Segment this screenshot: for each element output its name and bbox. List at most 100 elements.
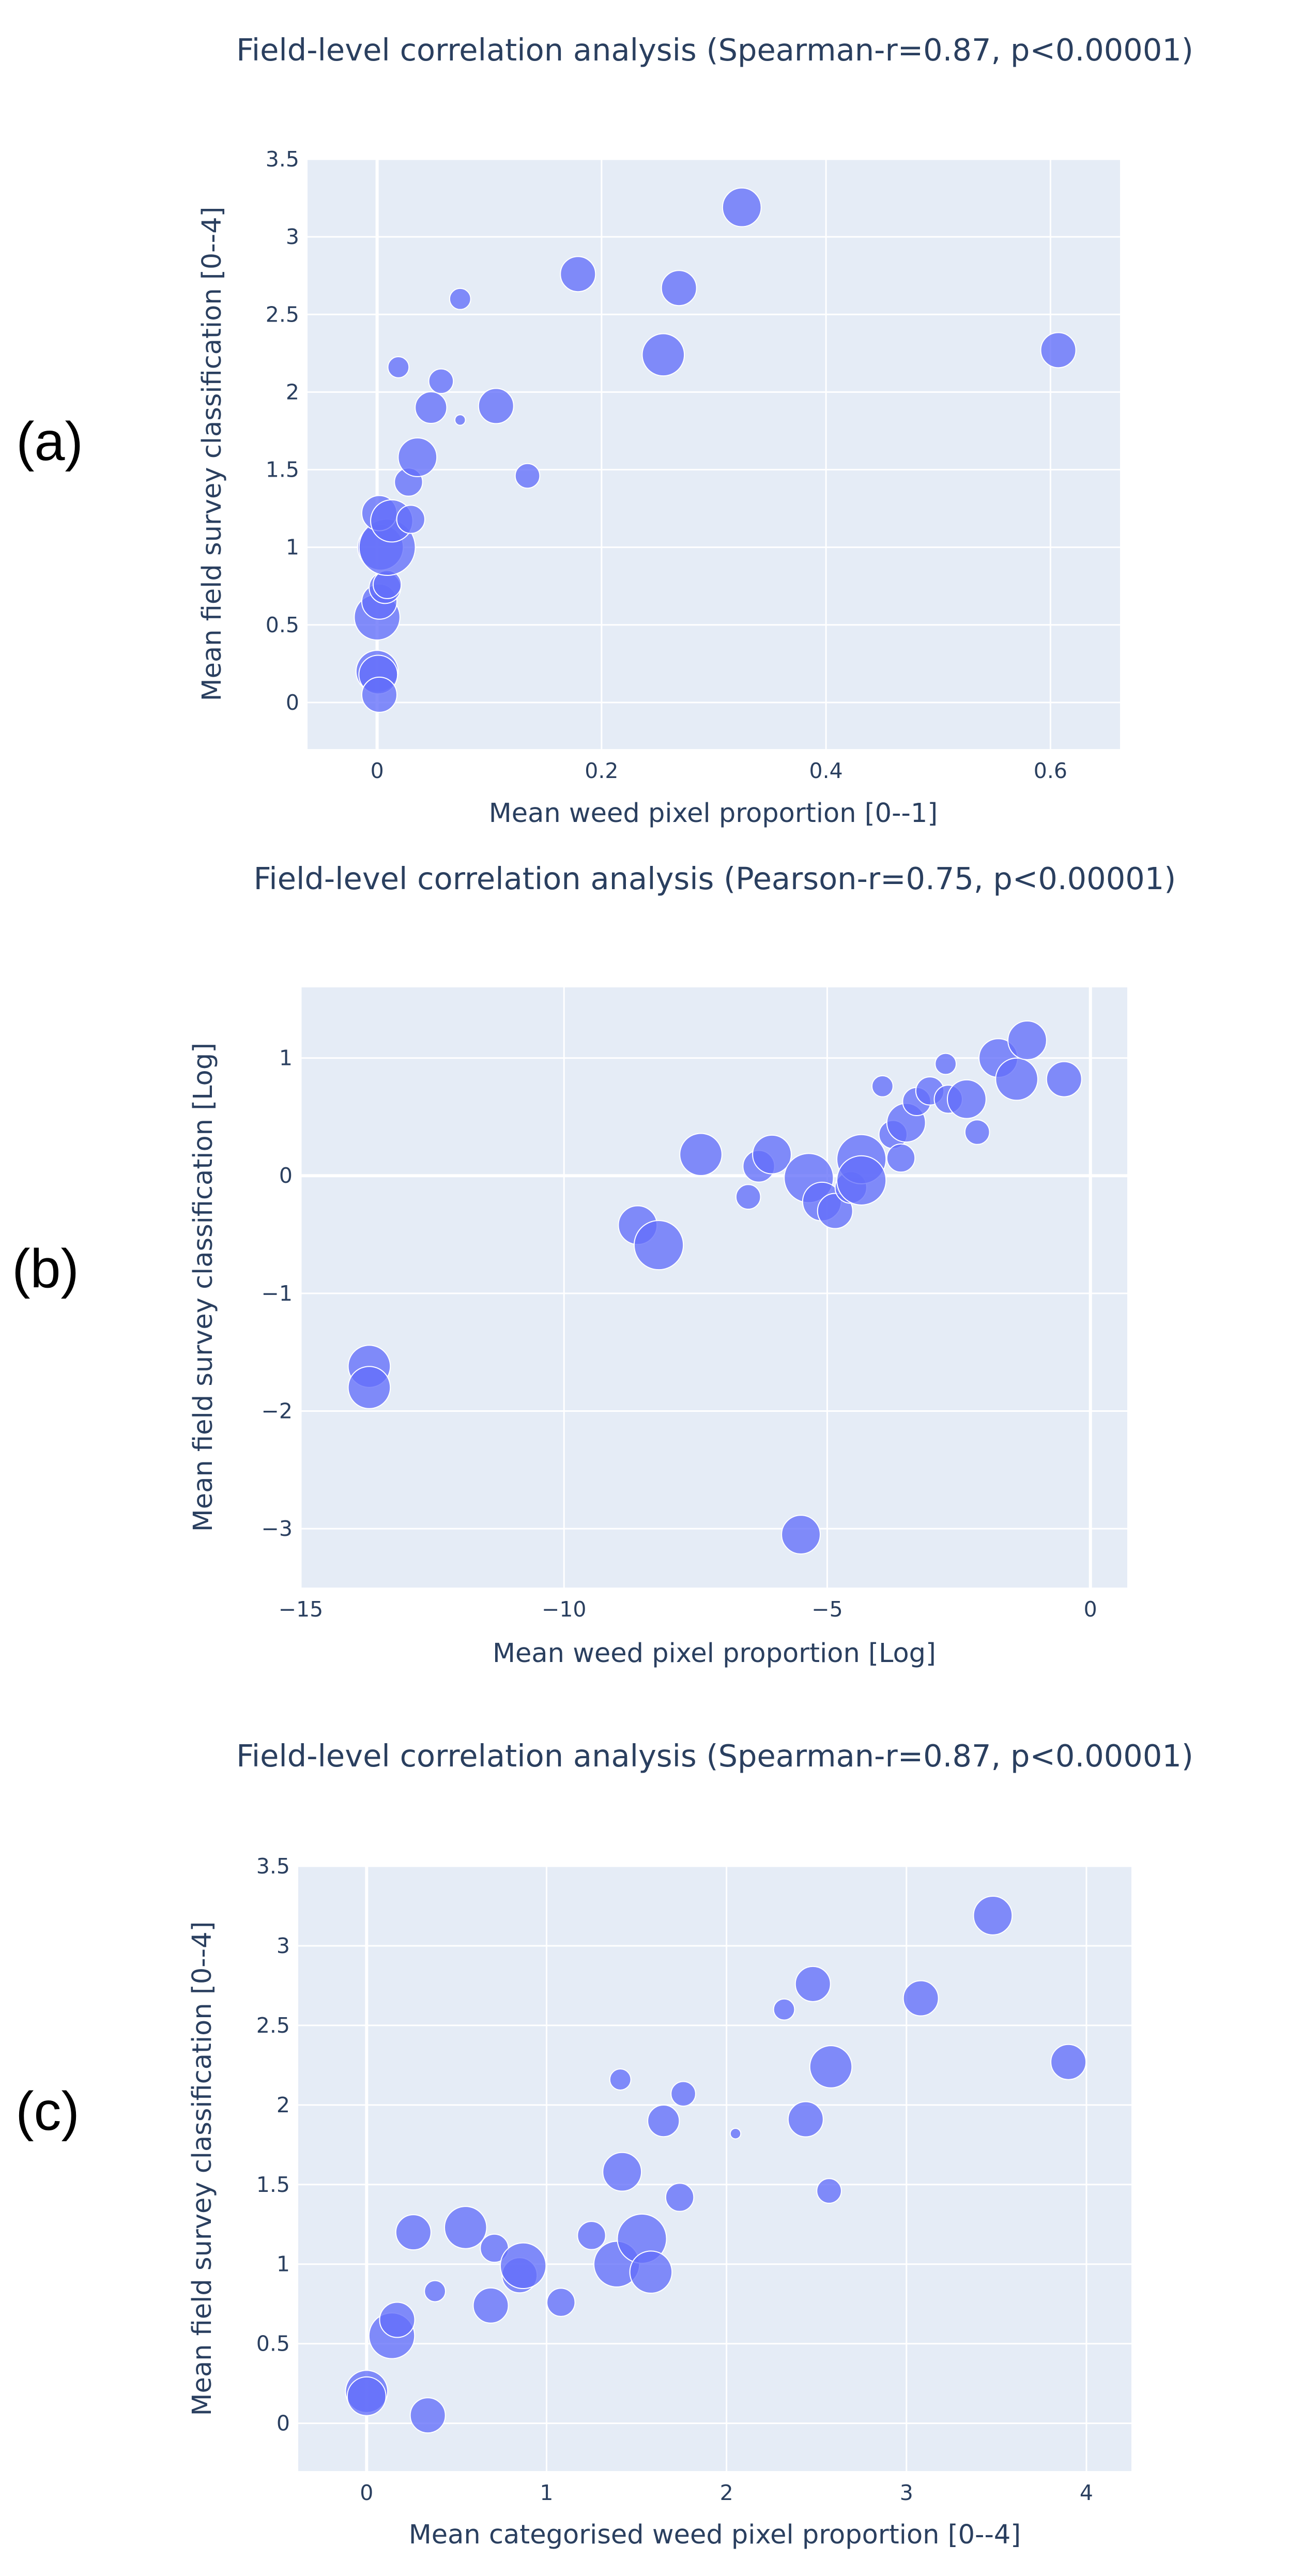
- x-tick-label: 0.2: [585, 758, 618, 783]
- y-tick-label: 0.5: [256, 2331, 290, 2356]
- y-tick-label: 1.5: [266, 458, 299, 482]
- x-tick-label: 0: [360, 2480, 373, 2505]
- data-point: [886, 1143, 916, 1173]
- data-point: [478, 388, 514, 424]
- y-tick-label: 1: [279, 1046, 293, 1071]
- y-tick-label: −2: [262, 1399, 293, 1424]
- data-point: [934, 1053, 957, 1075]
- data-point: [647, 2105, 680, 2138]
- data-point: [722, 187, 762, 227]
- x-tick-label: 0.4: [809, 758, 843, 783]
- data-point: [836, 1155, 887, 1206]
- plot-area: [298, 1866, 1131, 2471]
- y-axis-ticks: 0 0.5 1 1.5 2 2.5 3 3.5: [266, 147, 299, 715]
- data-point: [629, 2250, 673, 2294]
- data-point: [1046, 1061, 1082, 1098]
- data-point: [641, 333, 685, 377]
- data-point: [752, 1134, 792, 1175]
- y-tick-label: 0: [279, 1163, 293, 1188]
- data-point: [729, 2128, 742, 2140]
- panel-b: Field-level correlation analysis (Pearso…: [12, 861, 1176, 1669]
- data-point: [946, 1079, 987, 1119]
- data-point: [1007, 1020, 1047, 1060]
- y-tick-label: −1: [262, 1281, 293, 1306]
- data-point: [995, 1057, 1038, 1101]
- x-tick-label: 0: [1084, 1597, 1097, 1622]
- data-point: [787, 2101, 824, 2138]
- data-point: [500, 2242, 547, 2290]
- y-tick-label: 1: [286, 535, 299, 560]
- panel-label: (a): [16, 411, 83, 472]
- data-points: [347, 1020, 1082, 1554]
- x-axis-ticks: 0 0.2 0.4 0.6: [371, 758, 1067, 783]
- y-tick-label: 3.5: [256, 1854, 290, 1879]
- data-point: [665, 2183, 695, 2212]
- y-axis-label: Mean field survey classification [0--4]: [197, 207, 227, 702]
- data-point: [449, 287, 471, 310]
- x-axis-label: Mean weed pixel proportion [Log]: [493, 1638, 936, 1669]
- panel-c: Field-level correlation analysis (Spearm…: [16, 1738, 1193, 2550]
- data-point: [816, 2178, 842, 2204]
- y-axis-label: Mean field survey classification [0--4]: [187, 1922, 218, 2416]
- data-point: [397, 437, 438, 477]
- data-point: [1040, 332, 1077, 369]
- y-tick-label: 1: [277, 2252, 290, 2277]
- y-tick-label: 2.5: [266, 302, 299, 327]
- data-point: [472, 2287, 509, 2324]
- data-point: [415, 391, 448, 424]
- x-tick-label: 2: [720, 2480, 733, 2505]
- chart-title: Field-level correlation analysis (Spearm…: [236, 32, 1193, 68]
- x-tick-label: −15: [279, 1597, 324, 1622]
- data-point: [409, 2397, 446, 2434]
- plot-area: [301, 987, 1127, 1588]
- y-tick-label: 1.5: [256, 2172, 290, 2197]
- data-point: [546, 2288, 576, 2317]
- data-point: [395, 2214, 432, 2251]
- x-tick-label: 0: [371, 758, 384, 783]
- data-point: [794, 1965, 831, 2002]
- data-point: [443, 2206, 487, 2249]
- data-point: [361, 676, 397, 713]
- data-point: [609, 2068, 632, 2091]
- chart-title: Field-level correlation analysis (Spearm…: [236, 1738, 1193, 1774]
- x-axis-ticks: 0 1 2 3 4: [360, 2480, 1093, 2505]
- y-tick-label: 0: [277, 2411, 290, 2436]
- data-point: [454, 414, 466, 426]
- y-tick-label: 2: [277, 2093, 290, 2117]
- data-point: [577, 2221, 606, 2250]
- x-axis-label: Mean weed pixel proportion [0--1]: [489, 798, 938, 829]
- data-point: [902, 1980, 939, 2017]
- y-axis-ticks: −3 −2 −1 0 1: [262, 1046, 293, 1542]
- y-tick-label: 2.5: [256, 2013, 290, 2038]
- x-axis-label: Mean categorised weed pixel proportion […: [409, 2520, 1021, 2550]
- y-axis-ticks: 0 0.5 1 1.5 2 2.5 3 3.5: [256, 1854, 290, 2436]
- data-point: [428, 368, 454, 394]
- data-point: [735, 1184, 761, 1210]
- data-point: [387, 356, 410, 378]
- plot-area: [308, 159, 1120, 749]
- x-tick-label: −5: [811, 1597, 842, 1622]
- grid: [300, 987, 1127, 1588]
- data-point: [379, 2301, 416, 2338]
- data-point: [670, 2081, 696, 2107]
- x-tick-label: 4: [1080, 2480, 1093, 2505]
- data-point: [633, 1220, 684, 1271]
- data-point: [973, 1896, 1013, 1935]
- data-point: [424, 2280, 447, 2303]
- y-tick-label: 3: [286, 224, 299, 249]
- data-points: [345, 1896, 1087, 2434]
- data-point: [1050, 2044, 1087, 2080]
- data-point: [773, 1998, 795, 2021]
- data-point: [514, 463, 541, 489]
- data-point: [781, 1515, 821, 1554]
- data-point: [809, 2045, 853, 2089]
- data-point: [964, 1119, 990, 1145]
- x-tick-label: −10: [542, 1597, 587, 1622]
- y-tick-label: 2: [286, 379, 299, 404]
- x-axis-ticks: −15 −10 −5 0: [279, 1597, 1097, 1622]
- y-axis-label: Mean field survey classification [Log]: [188, 1043, 219, 1532]
- panel-a: Field-level correlation analysis (Spearm…: [16, 32, 1193, 829]
- data-point: [346, 2376, 387, 2416]
- data-point: [661, 270, 697, 307]
